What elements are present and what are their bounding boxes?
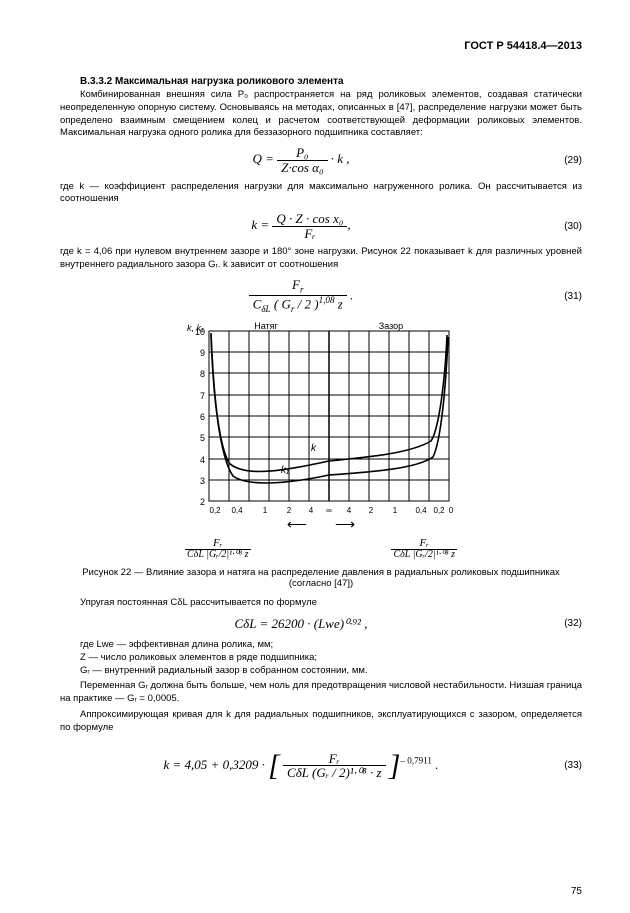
equation-32: CδL = 26200 · (Lwe)⁰·⁹² , (32) xyxy=(60,616,582,632)
fig-xlabel-right-den: CδL |Gᵣ/2|¹·⁰⁸ z xyxy=(391,550,457,561)
eq32-text: CδL = 26200 · (Lwe)⁰·⁹² , xyxy=(235,616,368,631)
svg-text:k₁: k₁ xyxy=(281,465,289,476)
svg-text:2: 2 xyxy=(287,506,292,515)
fig-xlabel-left-den: CδL |Gᵣ/2|¹·⁰⁸ z xyxy=(185,550,251,561)
figure-22: 10 9 8 7 6 5 4 3 2 k, k₁ Натяг Зазор k k… xyxy=(171,321,471,561)
svg-text:6: 6 xyxy=(200,412,205,422)
eq29-num: P₀ xyxy=(277,146,327,161)
svg-text:0: 0 xyxy=(449,506,454,515)
eq33-tail: . xyxy=(435,757,438,772)
svg-text:k: k xyxy=(311,443,317,454)
svg-text:∞: ∞ xyxy=(326,506,332,515)
def-z: Z — число роликовых элементов в ряде под… xyxy=(60,651,582,664)
paragraph-4: Упругая постоянная CδL рассчитывается по… xyxy=(60,597,582,610)
eqnum-31: (31) xyxy=(542,291,582,302)
def-lwe: где Lwe — эффективная длина ролика, мм; xyxy=(60,638,582,651)
paragraph-3: где k = 4,06 при нулевом внутреннем зазо… xyxy=(60,246,582,272)
svg-text:0,2: 0,2 xyxy=(209,506,221,515)
equation-29: Q = P₀Z·cos α₀ · k , (29) xyxy=(60,146,582,174)
eq33-lead: k = 4,05 + 0,3209 · xyxy=(164,757,265,772)
figure-22-svg: 10 9 8 7 6 5 4 3 2 k, k₁ Натяг Зазор k k… xyxy=(171,321,471,531)
eq30-num: Q · Z · cos x₀ xyxy=(272,212,347,227)
eq30-den: Fᵣ xyxy=(272,227,347,241)
paragraph-5: Переменная Gᵣ должна быть больше, чем но… xyxy=(60,680,582,706)
svg-text:4: 4 xyxy=(200,455,205,465)
svg-text:0,4: 0,4 xyxy=(231,506,243,515)
svg-text:0,4: 0,4 xyxy=(415,506,427,515)
doc-standard-header: ГОСТ Р 54418.4—2013 xyxy=(60,40,582,52)
label-pretension: Натяг xyxy=(254,321,278,331)
svg-text:9: 9 xyxy=(200,348,205,358)
eq33-den: CδL (Gᵣ / 2)¹·⁰⁸ · z xyxy=(283,766,386,780)
eq30-tail: , xyxy=(347,217,350,232)
page: ГОСТ Р 54418.4—2013 В.3.3.2 Максимальная… xyxy=(0,0,630,913)
y-axis-label: k, k₁ xyxy=(187,323,204,333)
svg-text:2: 2 xyxy=(369,506,374,515)
svg-text:7: 7 xyxy=(200,391,205,401)
eqnum-33: (33) xyxy=(542,760,582,771)
svg-text:1: 1 xyxy=(393,506,398,515)
svg-text:8: 8 xyxy=(200,369,205,379)
label-clearance: Зазор xyxy=(379,321,403,331)
equation-33: k = 4,05 + 0,3209 · [ Fᵣ CδL (Gᵣ / 2)¹·⁰… xyxy=(60,749,582,783)
svg-text:4: 4 xyxy=(309,506,314,515)
eqnum-29: (29) xyxy=(542,155,582,166)
svg-text:3: 3 xyxy=(200,476,205,486)
paragraph-2: где k — коэффициент распределения нагруз… xyxy=(60,181,582,207)
eqnum-32: (32) xyxy=(542,618,582,629)
definitions: где Lwe — эффективная длина ролика, мм; … xyxy=(60,638,582,678)
equation-30: k = Q · Z · cos x₀Fᵣ, (30) xyxy=(60,212,582,240)
eqnum-30: (30) xyxy=(542,221,582,232)
paragraph-6: Аппроксимирующая кривая для k для радиал… xyxy=(60,709,582,735)
eq29-tail: · k , xyxy=(331,151,350,166)
figure-22-caption: Рисунок 22 — Влияние зазора и натяга на … xyxy=(60,567,582,589)
section-heading: В.3.3.2 Максимальная нагрузка роликового… xyxy=(60,76,582,87)
eq33-num: Fᵣ xyxy=(283,752,386,767)
equation-31: FrCδL ( Gr / 2 )1,08 z . (31) xyxy=(60,278,582,315)
figure-arrows: ⟵ ⟶ xyxy=(171,517,471,534)
section-title: Максимальная нагрузка роликового элемент… xyxy=(115,76,344,87)
page-number: 75 xyxy=(571,886,582,897)
svg-text:1: 1 xyxy=(263,506,268,515)
paragraph-1: Комбинированная внешняя сила P₀ распрост… xyxy=(60,89,582,140)
svg-text:0,2: 0,2 xyxy=(433,506,445,515)
svg-text:5: 5 xyxy=(200,433,205,443)
section-number: В.3.3.2 xyxy=(80,76,112,87)
eq33-exp: – 0,7911 xyxy=(400,755,432,765)
svg-text:4: 4 xyxy=(347,506,352,515)
figure-x-axis-formula: FᵣCδL |Gᵣ/2|¹·⁰⁸ z FᵣCδL |Gᵣ/2|¹·⁰⁸ z xyxy=(171,538,471,561)
eq29-den: Z·cos α₀ xyxy=(277,161,327,175)
def-gr: Gᵣ — внутренний радиальный зазор в собра… xyxy=(60,664,582,677)
svg-text:2: 2 xyxy=(200,497,205,507)
